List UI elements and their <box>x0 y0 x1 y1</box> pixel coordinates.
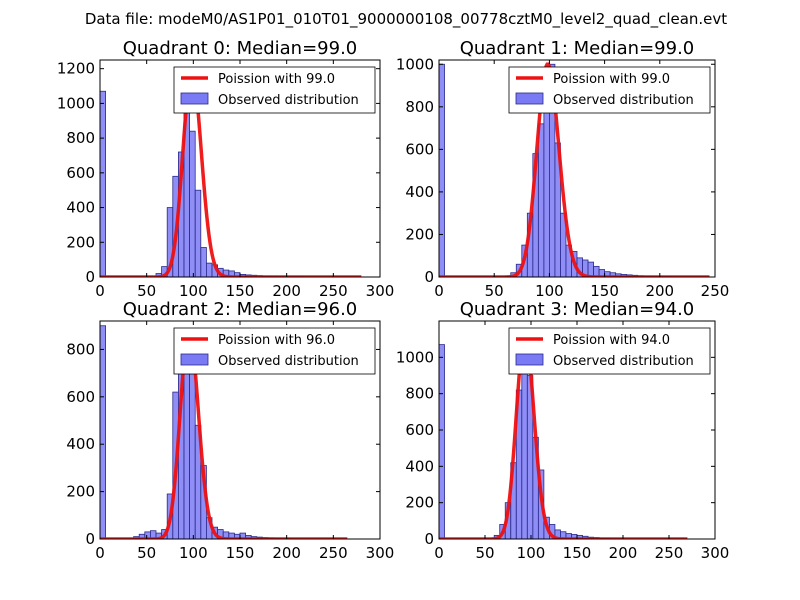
histogram-bar <box>439 344 445 539</box>
histogram-bar <box>543 100 550 277</box>
quadrant-1-plot-area <box>439 62 710 277</box>
y-tick-label: 400 <box>66 435 95 453</box>
x-tick-label: 50 <box>475 544 494 562</box>
x-tick-label: 200 <box>272 544 301 562</box>
y-tick-label: 1000 <box>396 55 434 73</box>
legend-label-observed: Observed distribution <box>218 93 359 108</box>
y-tick-label: 200 <box>66 233 95 251</box>
quadrant-1-title: Quadrant 1: Median=99.0 <box>460 38 695 59</box>
histogram-bar <box>205 262 213 277</box>
histogram-bar <box>194 189 202 277</box>
legend-box <box>173 66 376 114</box>
quadrant-0-title: Quadrant 0: Median=99.0 <box>123 38 358 59</box>
quadrant-0-panel: Quadrant 0: Median=99.0 0 50 100 150 200 250 30… <box>57 38 395 300</box>
legend-bar-swatch <box>180 92 209 105</box>
x-tick-label: 0 <box>434 544 444 562</box>
x-tick-label: 250 <box>655 544 684 562</box>
legend-box <box>508 66 711 114</box>
histogram-bar <box>439 63 445 277</box>
x-tick-label: 250 <box>319 544 348 562</box>
y-tick-label: 0 <box>85 530 95 548</box>
y-tick-label: 800 <box>66 340 95 358</box>
legend-label-observed: Observed distribution <box>218 354 359 369</box>
legend-label-observed: Observed distribution <box>553 354 694 369</box>
x-tick-label: 200 <box>272 282 301 300</box>
x-tick-label: 150 <box>226 282 255 300</box>
y-tick-label: 0 <box>85 268 95 286</box>
y-tick-label: 800 <box>405 98 434 116</box>
quadrant-3-legend: Poission with 94.0 Observed distribution <box>508 327 711 375</box>
y-tick-label: 400 <box>405 457 434 475</box>
legend-bar-swatch <box>515 353 544 366</box>
x-tick-label: 0 <box>95 282 105 300</box>
x-tick-label: 250 <box>319 282 348 300</box>
quadrant-2-panel: Quadrant 2: Median=96.0 0 50 100 150 200 250 30… <box>66 299 394 562</box>
x-tick-label: 150 <box>563 544 592 562</box>
y-tick-label: 600 <box>405 421 434 439</box>
y-tick-label: 200 <box>66 483 95 501</box>
x-tick-label: 100 <box>179 282 208 300</box>
x-tick-label: 200 <box>609 544 638 562</box>
y-tick-label: 1000 <box>396 348 434 366</box>
x-tick-label: 250 <box>701 282 730 300</box>
y-tick-label: 800 <box>405 385 434 403</box>
y-tick-label: 600 <box>66 164 95 182</box>
y-tick-label: 600 <box>405 140 434 158</box>
quadrant-2-legend: Poission with 96.0 Observed distribution <box>173 327 376 375</box>
legend-box <box>173 327 376 375</box>
y-tick-label: 0 <box>424 530 434 548</box>
histogram-bar <box>100 90 106 277</box>
y-tick-label: 800 <box>66 129 95 147</box>
quadrant-2-title: Quadrant 2: Median=96.0 <box>123 299 358 320</box>
y-tick-label: 1200 <box>57 60 95 78</box>
x-tick-label: 200 <box>645 282 674 300</box>
poisson-fit-line <box>439 62 710 277</box>
x-tick-label: 300 <box>701 544 730 562</box>
x-tick-label: 0 <box>434 282 444 300</box>
y-tick-label: 1000 <box>57 94 95 112</box>
y-tick-label: 600 <box>66 388 95 406</box>
x-tick-label: 300 <box>366 544 395 562</box>
x-tick-label: 150 <box>590 282 619 300</box>
legend-label-fit: Poission with 94.0 <box>553 333 670 348</box>
x-tick-label: 50 <box>137 544 156 562</box>
y-tick-label: 400 <box>405 183 434 201</box>
x-tick-label: 50 <box>137 282 156 300</box>
x-tick-label: 100 <box>535 282 564 300</box>
legend-label-fit: Poission with 99.0 <box>553 72 670 87</box>
quadrant-0-legend: Poission with 99.0 Observed distribution <box>173 66 376 114</box>
y-tick-label: 400 <box>66 199 95 217</box>
y-tick-label: 200 <box>405 225 434 243</box>
legend-box <box>508 327 711 375</box>
x-tick-label: 300 <box>366 282 395 300</box>
quadrant-1-axes-frame <box>438 59 716 278</box>
histogram-bar <box>587 261 594 277</box>
legend-bar-swatch <box>515 92 544 105</box>
x-tick-label: 100 <box>517 544 546 562</box>
histogram-bar <box>200 247 207 277</box>
figure-suptitle: Data file: modeM0/AS1P01_010T01_90000001… <box>85 10 727 29</box>
y-tick-label: 0 <box>424 268 434 286</box>
histogram-bar <box>100 325 106 539</box>
x-tick-label: 0 <box>95 544 105 562</box>
histogram-bar <box>189 367 196 539</box>
subplot-grid: Quadrant 0: Median=99.0 0 50 100 150 200 250 30… <box>57 38 730 562</box>
legend-label-fit: Poission with 99.0 <box>218 72 335 87</box>
legend-label-observed: Observed distribution <box>553 93 694 108</box>
histogram-bar <box>537 123 545 277</box>
x-tick-label: 100 <box>179 544 208 562</box>
x-tick-label: 50 <box>485 282 504 300</box>
quadrant-3-title: Quadrant 3: Median=94.0 <box>460 299 695 320</box>
quadrant-1-panel: Quadrant 1: Median=99.0 0 50 100 150 200 250 0 2… <box>396 38 730 300</box>
quadrant-3-panel: Quadrant 3: Median=94.0 0 50 100 150 200 250 30… <box>396 299 730 562</box>
legend-label-fit: Poission with 96.0 <box>218 333 335 348</box>
histogram-bar <box>189 130 196 277</box>
x-tick-label: 150 <box>226 544 255 562</box>
y-tick-label: 200 <box>405 494 434 512</box>
legend-bar-swatch <box>180 353 209 366</box>
quadrant-1-legend: Poission with 99.0 Observed distribution <box>508 66 711 114</box>
